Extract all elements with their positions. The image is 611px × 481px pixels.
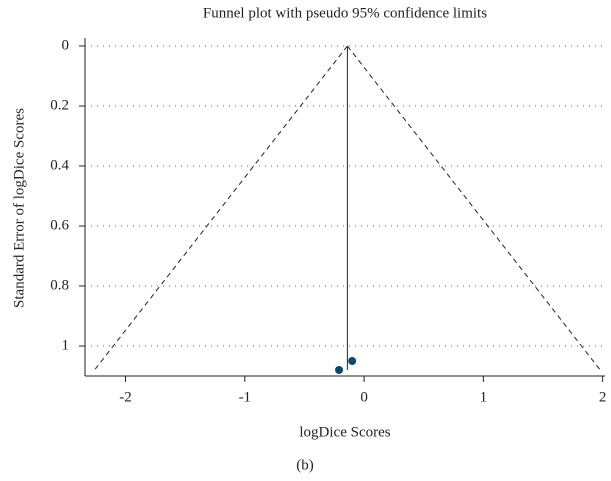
y-tick-label: 0	[62, 37, 70, 53]
x-tick-label: 2	[599, 389, 607, 405]
chart-title: Funnel plot with pseudo 95% confidence l…	[203, 5, 487, 21]
x-axis-label: logDice Scores	[299, 424, 390, 440]
funnel-limit	[346, 45, 601, 371]
data-point	[348, 357, 357, 365]
data-point	[335, 366, 344, 374]
y-tick-label: 0.8	[50, 277, 69, 293]
y-tick-label: 1	[62, 337, 70, 353]
x-tick-label: -2	[119, 389, 132, 405]
x-tick-label: 1	[480, 389, 488, 405]
funnel-limit	[94, 45, 348, 371]
y-tick-label: 0.4	[50, 157, 69, 173]
y-tick-label: 0.6	[50, 217, 69, 233]
x-tick-label: -1	[239, 389, 252, 405]
caption: (b)	[296, 457, 314, 473]
y-axis-label: Standard Error of logDice Scores	[11, 108, 27, 308]
y-tick-label: 0.2	[50, 97, 69, 113]
x-tick-label: 0	[360, 389, 368, 405]
